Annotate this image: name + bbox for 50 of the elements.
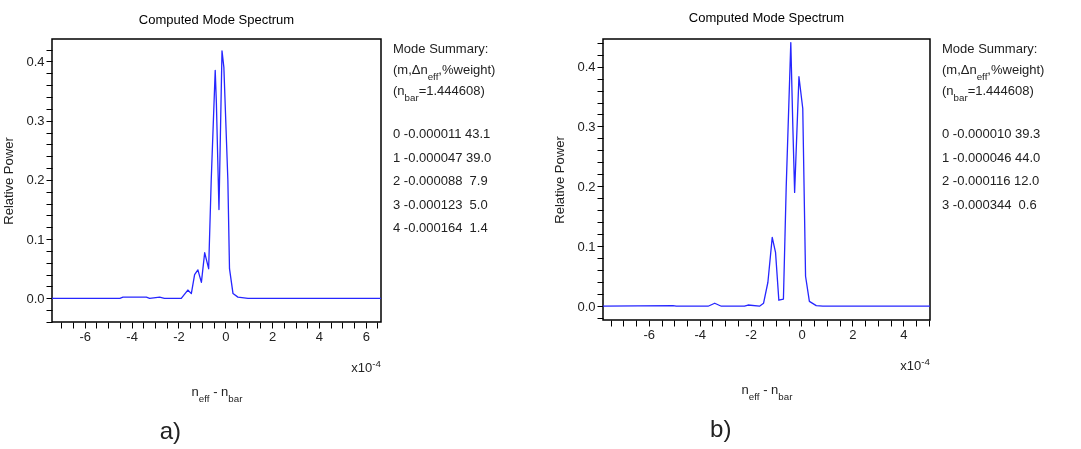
text: 2 -0.000088 7.9 <box>393 173 488 188</box>
x-tick-label: 4 <box>315 328 324 344</box>
text: 2 -0.000116 12.0 <box>942 173 1040 188</box>
y-tick-label: 0.2 <box>26 172 45 188</box>
text: 3 -0.000123 5.0 <box>393 196 488 212</box>
y-axis-title: Relative Power <box>1 136 17 225</box>
y-tick-label: 0.4 <box>26 54 45 69</box>
text: 4 -0.000164 1.4 <box>393 220 488 235</box>
x-tick-label: 0 <box>798 326 806 342</box>
x-tick-label: -6 <box>79 328 92 344</box>
text: 0 -0.000010 39.3 <box>942 126 1041 141</box>
text: x10$^{-4}$ <box>900 355 931 373</box>
line-series <box>603 41 930 307</box>
x-tick-label: -6 <box>643 326 656 342</box>
y-axis-title: Relative Power <box>552 135 568 224</box>
text: Mode Summary: <box>393 41 489 56</box>
text: (n$_{bar}$=1.444608) <box>942 83 1034 103</box>
x-axis-title: n$_{eff}$ - n$_{bar}$ <box>741 381 794 401</box>
x-axis-title: n$_{eff}$ - n$_{bar}$ <box>191 383 244 403</box>
line-series <box>52 50 381 299</box>
y-tick-label: 0.3 <box>577 118 596 134</box>
y-tick-label: 0.0 <box>26 290 45 306</box>
text: 1 -0.000046 44.0 <box>942 149 1041 165</box>
text: x10$^{-4}$ <box>351 357 382 375</box>
chart-title: Computed Mode Spectrum <box>138 12 295 27</box>
x-tick-label: 0 <box>222 328 230 344</box>
text: 1 -0.000047 39.0 <box>393 149 492 165</box>
text: 3 -0.000344 0.6 <box>942 196 1037 212</box>
y-tick-label: 0.1 <box>26 231 45 247</box>
x-tick-label: 2 <box>849 326 857 342</box>
chart-title: Computed Mode Spectrum <box>688 9 845 25</box>
x-tick-label: -4 <box>694 326 706 342</box>
y-tick-label: 0.2 <box>577 178 596 194</box>
text: Mode Summary: <box>942 41 1038 56</box>
x-tick-label: 6 <box>362 328 370 344</box>
x-tick-label: -2 <box>745 326 757 342</box>
text: a) <box>159 417 182 444</box>
text: (n$_{bar}$=1.444608) <box>393 83 485 103</box>
y-tick-label: 0.0 <box>577 298 596 314</box>
x-tick-label: 2 <box>269 328 277 344</box>
text: (m,Δn$_{eff}$,%weight) <box>942 62 1045 82</box>
y-tick-label: 0.4 <box>577 59 596 75</box>
x-tick-label: 4 <box>900 326 908 342</box>
text: (m,Δn$_{eff}$,%weight) <box>393 62 496 82</box>
x-tick-label: -4 <box>126 328 138 344</box>
text: 0 -0.000011 43.1 <box>393 126 491 141</box>
x-tick-label: -2 <box>173 328 185 344</box>
y-tick-label: 0.1 <box>577 238 596 254</box>
text: b) <box>710 415 732 442</box>
y-tick-label: 0.3 <box>26 113 45 129</box>
